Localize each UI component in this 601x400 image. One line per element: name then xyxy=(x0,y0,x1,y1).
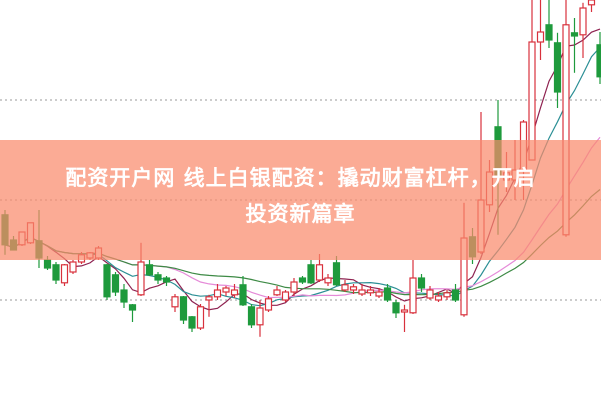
candle-down xyxy=(298,277,307,283)
candle-down xyxy=(111,274,120,293)
candle-up xyxy=(434,295,443,301)
candle-down xyxy=(307,264,315,284)
candle-down xyxy=(179,296,188,321)
title-banner xyxy=(0,140,601,260)
candle-down xyxy=(43,259,52,269)
candle-up xyxy=(426,289,434,299)
candle-down xyxy=(154,274,162,281)
candle-up xyxy=(375,291,383,297)
candle-up xyxy=(587,0,596,6)
candle-up xyxy=(205,296,213,301)
candle-down xyxy=(247,306,256,326)
candle-up xyxy=(264,298,273,311)
candle-up xyxy=(196,306,205,329)
candle-down xyxy=(188,316,196,329)
candle-up xyxy=(409,277,417,314)
candle-down xyxy=(570,32,579,37)
candle-up xyxy=(366,289,375,294)
candle-down xyxy=(332,262,341,286)
candle-up xyxy=(137,261,145,296)
candle-down xyxy=(52,264,60,281)
candle-down xyxy=(103,264,111,298)
candle-down xyxy=(451,289,460,301)
candle-up xyxy=(273,289,281,296)
article-title: 配资开户网 线上白银配资：撬动财富杠杆，开启 投资新篇章 xyxy=(0,160,601,232)
candle-down xyxy=(545,24,553,41)
candle-up xyxy=(358,289,366,295)
candle-up xyxy=(213,289,222,298)
candle-down xyxy=(417,277,426,289)
candle-down xyxy=(128,304,137,311)
candle-up xyxy=(349,286,358,291)
title-line-1: 配资开户网 线上白银配资：撬动财富杠杆，开启 xyxy=(65,166,536,190)
candle-down xyxy=(145,264,154,276)
candle-down xyxy=(596,44,601,78)
title-line-2: 投资新篇章 xyxy=(245,202,356,226)
candle-up xyxy=(341,284,349,291)
candle-up xyxy=(222,287,230,293)
candle-up xyxy=(324,277,332,284)
candle-down xyxy=(239,284,247,306)
candle-down xyxy=(553,42,562,93)
candle-up xyxy=(69,261,77,273)
candle-up xyxy=(315,264,324,281)
candle-up xyxy=(60,264,69,284)
candle-down xyxy=(120,289,128,303)
candle-up xyxy=(256,307,264,326)
candle-down xyxy=(383,287,392,301)
candle-up xyxy=(290,281,298,293)
candle-down xyxy=(392,302,400,314)
candle-up xyxy=(230,289,239,296)
candle-up xyxy=(443,292,451,298)
candle-up xyxy=(400,309,409,313)
candle-up xyxy=(536,31,545,43)
candle-up xyxy=(579,7,587,36)
candle-up xyxy=(171,296,179,308)
candle-up xyxy=(281,291,290,301)
candle-down xyxy=(162,277,171,283)
